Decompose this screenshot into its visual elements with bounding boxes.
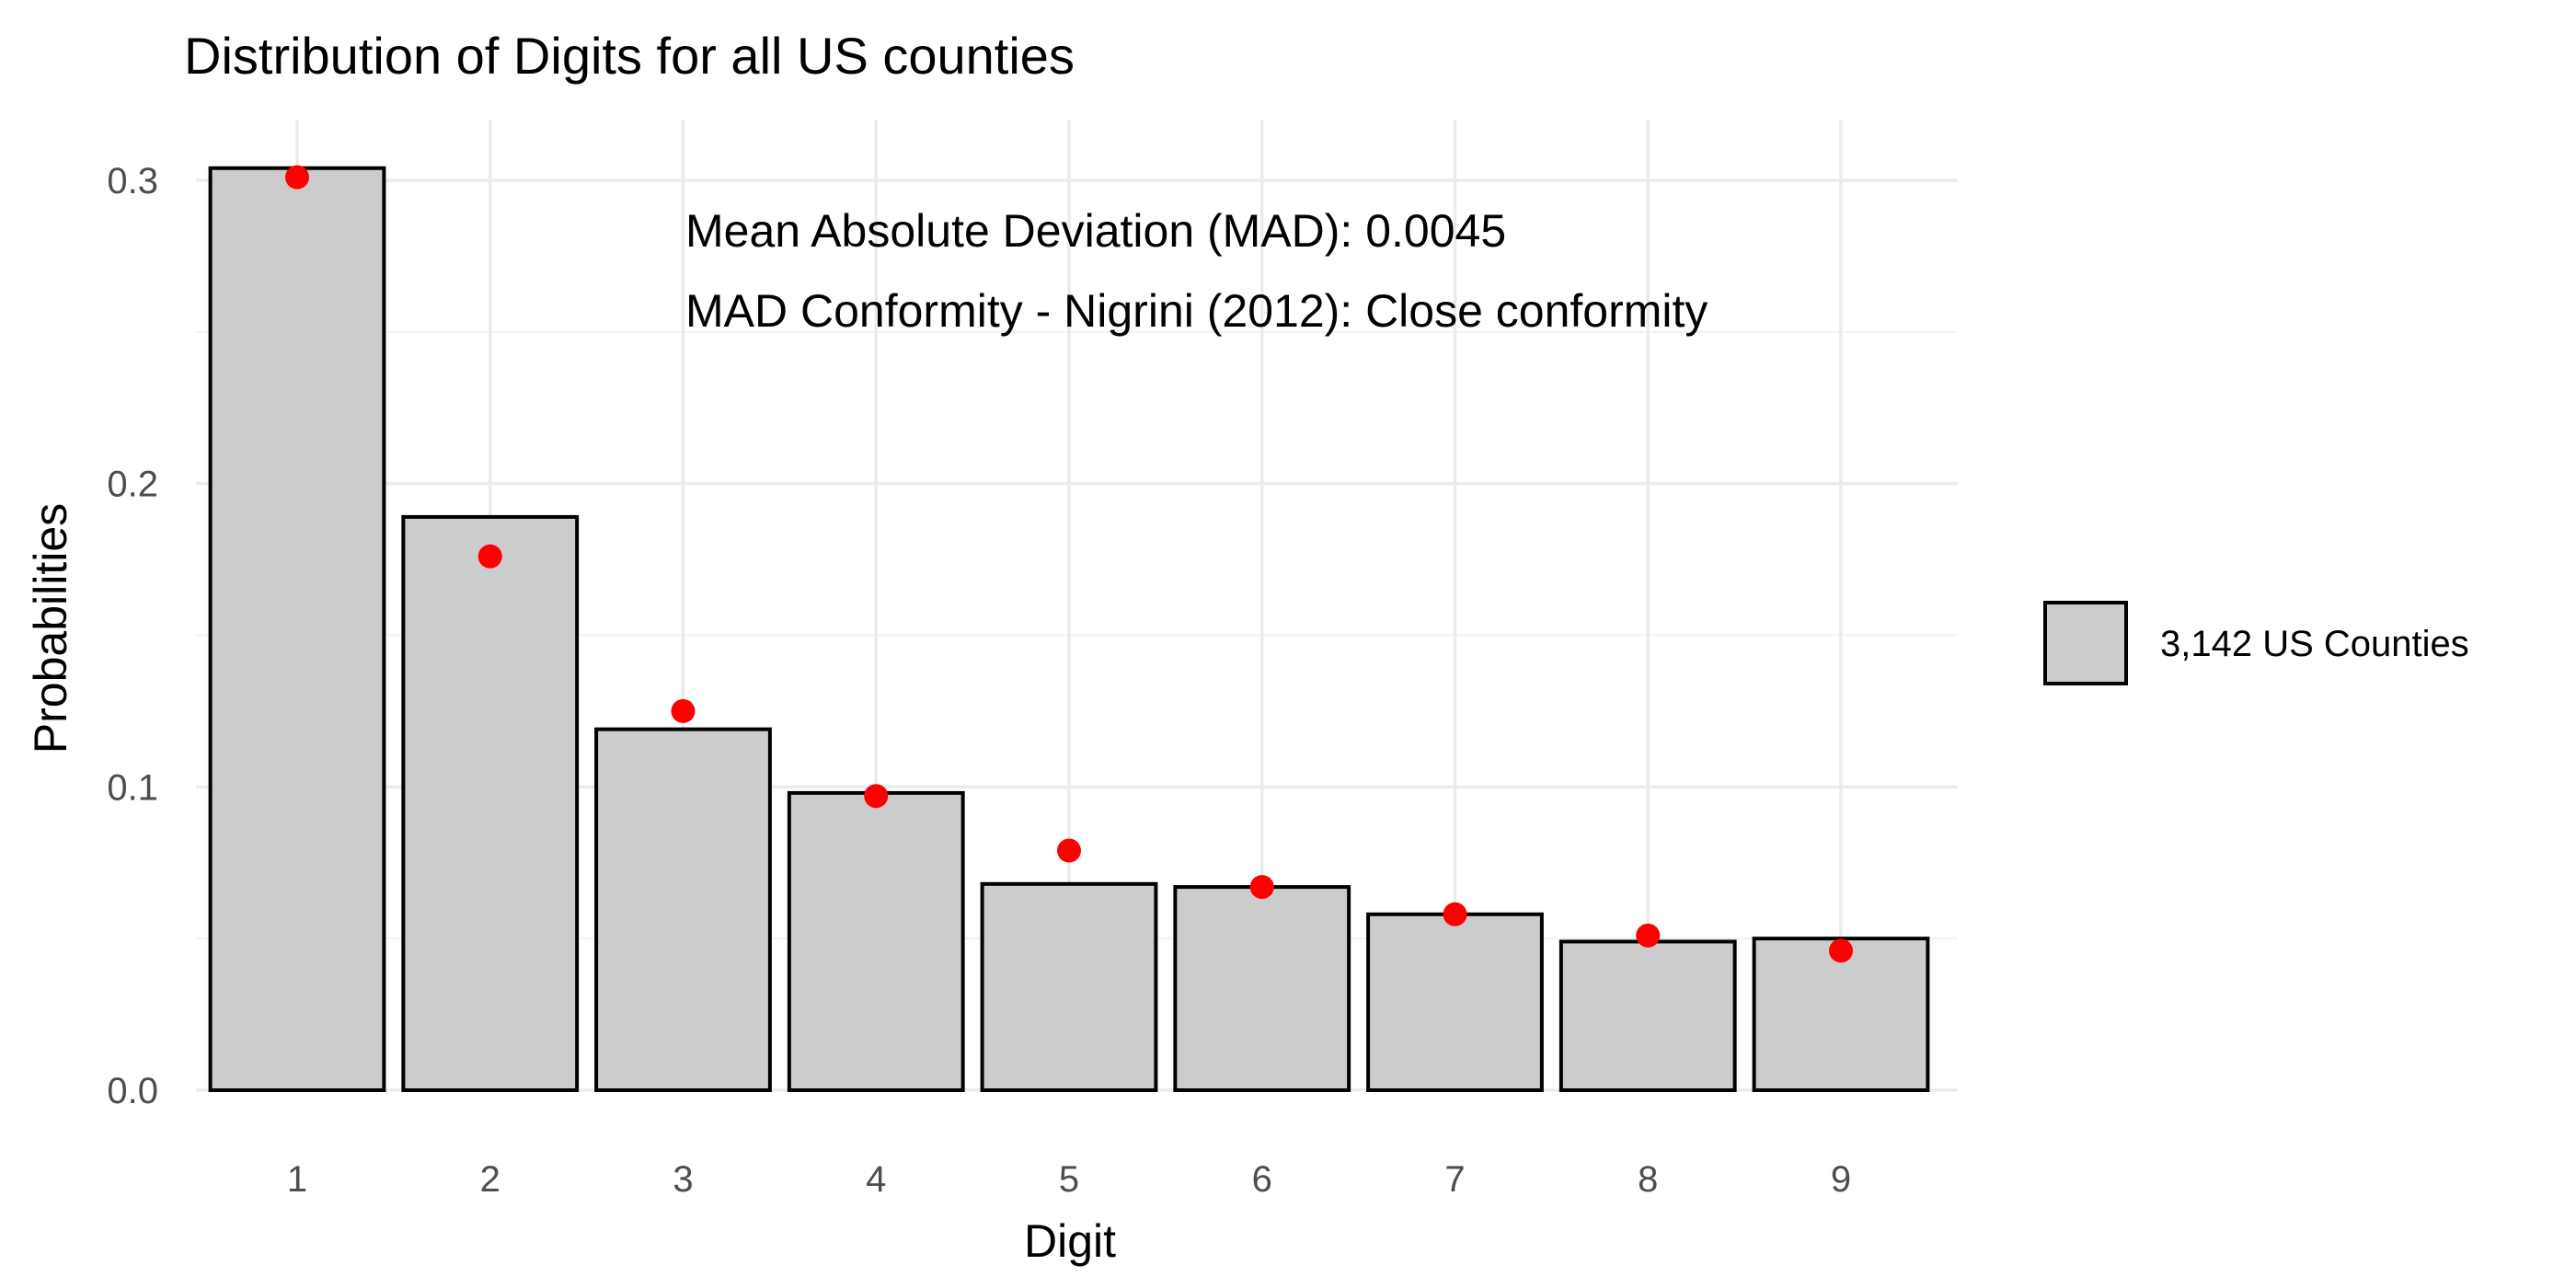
legend: 3,142 US Counties: [2043, 601, 2469, 685]
bars: [208, 166, 1930, 1092]
x-tick-label: 7: [1444, 1159, 1465, 1200]
x-tick-label: 8: [1638, 1159, 1658, 1200]
point-digit-3: [671, 698, 696, 723]
y-tick-label: 0.2: [107, 465, 158, 505]
point-digit-9: [1829, 938, 1853, 963]
x-tick-label: 2: [480, 1159, 500, 1200]
x-tick-label: 1: [287, 1159, 307, 1200]
legend-label: 3,142 US Counties: [2160, 624, 2469, 664]
point-digit-1: [285, 165, 309, 190]
bar-digit-1: [208, 166, 386, 1092]
annotation-conformity: MAD Conformity - Nigrini (2012): Close c…: [685, 285, 1708, 337]
point-digit-5: [1057, 838, 1081, 863]
x-tick-label: 3: [673, 1159, 693, 1200]
x-tick-labels: 1 2 3 4 5 6 7 8 9: [287, 1159, 1851, 1200]
x-tick-label: 5: [1059, 1159, 1079, 1200]
bar-digit-3: [594, 727, 772, 1092]
point-digit-2: [477, 544, 502, 569]
x-axis-title: Digit: [1024, 1215, 1116, 1267]
legend-key: [2043, 601, 2128, 685]
annotation-mad: Mean Absolute Deviation (MAD): 0.0045: [685, 205, 1506, 257]
bar-digit-7: [1366, 912, 1544, 1092]
point-digit-4: [864, 784, 889, 809]
bar-digit-6: [1173, 885, 1351, 1092]
bar-digit-8: [1558, 939, 1737, 1092]
bar-digit-5: [980, 881, 1158, 1092]
bar-digit-9: [1752, 937, 1930, 1092]
x-tick-label: 4: [866, 1159, 886, 1200]
x-tick-label: 9: [1831, 1159, 1851, 1200]
y-tick-labels: 0.0 0.1 0.2 0.3: [107, 161, 158, 1111]
y-tick-label: 0.0: [107, 1071, 158, 1111]
points: [285, 165, 1853, 963]
bar-digit-4: [787, 790, 965, 1092]
chart-title: Distribution of Digits for all US counti…: [184, 27, 1075, 85]
y-axis-title: Probabilities: [25, 503, 76, 753]
point-digit-7: [1443, 902, 1467, 926]
point-digit-8: [1636, 923, 1661, 948]
bar-digit-2: [401, 514, 580, 1092]
y-tick-label: 0.3: [107, 161, 158, 201]
x-tick-label: 6: [1252, 1159, 1272, 1200]
point-digit-6: [1249, 875, 1274, 900]
y-tick-label: 0.1: [107, 767, 158, 808]
